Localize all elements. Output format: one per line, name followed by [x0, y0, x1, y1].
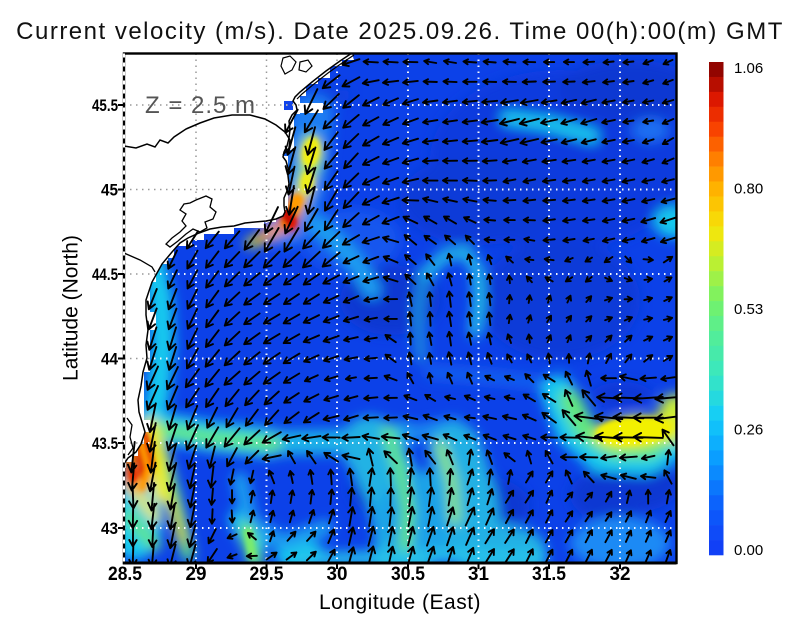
svg-text:0.80: 0.80 [734, 181, 763, 198]
svg-text:28.5: 28.5 [108, 564, 142, 585]
svg-text:29.5: 29.5 [250, 564, 284, 585]
svg-text:30: 30 [327, 564, 348, 585]
svg-text:Longitude (East): Longitude (East) [319, 591, 481, 614]
svg-text:30.5: 30.5 [391, 564, 425, 585]
svg-text:Z = 2.5 m: Z = 2.5 m [145, 92, 256, 119]
svg-text:45: 45 [101, 181, 118, 200]
svg-text:Latitude (North): Latitude (North) [60, 235, 83, 381]
svg-text:32: 32 [610, 564, 631, 585]
svg-text:0.00: 0.00 [734, 542, 763, 559]
svg-text:29: 29 [186, 564, 207, 585]
svg-text:31.5: 31.5 [532, 564, 566, 585]
svg-text:0.53: 0.53 [734, 301, 763, 318]
svg-text:44: 44 [101, 350, 118, 369]
svg-text:43: 43 [101, 519, 118, 538]
svg-text:45.5: 45.5 [92, 96, 118, 115]
svg-text:0.26: 0.26 [734, 422, 763, 439]
svg-text:31: 31 [468, 564, 489, 585]
svg-text:Current velocity (m/s). Date 2: Current velocity (m/s). Date 2025.09.26.… [16, 18, 784, 45]
svg-text:1.06: 1.06 [734, 60, 763, 77]
svg-text:43.5: 43.5 [92, 434, 118, 453]
svg-text:44.5: 44.5 [92, 265, 118, 284]
